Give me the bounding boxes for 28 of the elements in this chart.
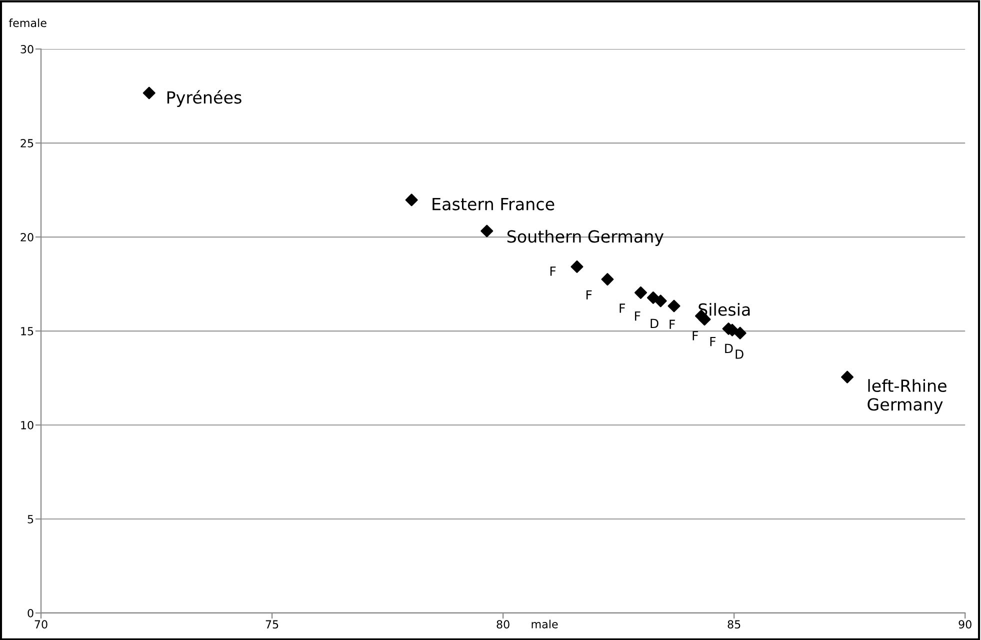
data-label: F <box>550 266 556 276</box>
y-tick-label: 30 <box>20 45 34 54</box>
y-tick-label: 0 <box>28 608 34 618</box>
x-tick-label: 75 <box>266 620 278 629</box>
y-axis-title: female <box>8 18 46 28</box>
data-label: D <box>725 344 733 353</box>
data-label: Pyrénées <box>167 90 242 107</box>
x-tick-label: 85 <box>728 620 740 629</box>
data-label: F <box>586 290 592 300</box>
data-label: Southern Germany <box>507 230 664 246</box>
data-label: Eastern France <box>432 198 554 210</box>
x-tick-label: 90 <box>958 620 972 629</box>
y-tick-label: 20 <box>20 232 34 242</box>
data-label: F <box>692 331 698 340</box>
y-tick-label: 15 <box>21 327 34 336</box>
data-label: D <box>650 318 658 328</box>
data-label: F <box>710 336 716 346</box>
x-axis-title: male <box>532 620 558 628</box>
x-tick-label: 80 <box>496 620 510 629</box>
y-tick-label: 10 <box>21 420 34 430</box>
data-label: F <box>620 304 625 313</box>
data-label: D <box>736 350 744 359</box>
data-label: F <box>670 320 675 329</box>
data-label: F <box>635 312 640 321</box>
x-tick-label: 70 <box>34 620 48 629</box>
y-tick-label: 25 <box>20 138 34 148</box>
data-label: left-Rhine Germany <box>868 379 946 414</box>
y-tick-label: 5 <box>28 515 34 524</box>
